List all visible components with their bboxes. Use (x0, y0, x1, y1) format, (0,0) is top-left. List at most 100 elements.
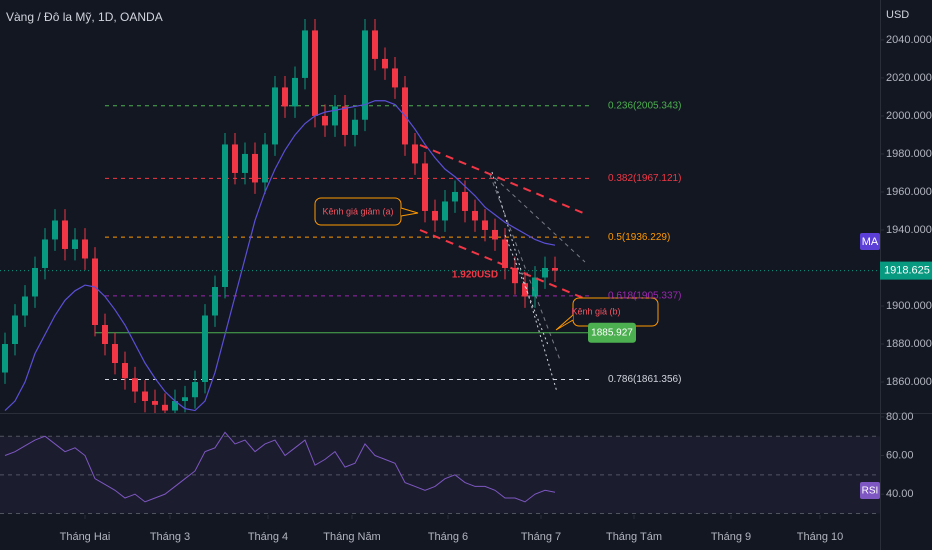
candle-body (222, 144, 228, 287)
candle-body (432, 210, 438, 221)
candle-body (412, 144, 418, 164)
last-price-badge (880, 261, 932, 280)
x-tick-label: Tháng Tám (606, 531, 662, 543)
ma-badge (860, 233, 880, 250)
fib-label: 0.236(2005.343) (608, 100, 681, 111)
candle-body (22, 296, 28, 316)
candle-body (492, 229, 498, 240)
x-tick-label: Tháng 3 (150, 531, 190, 543)
candle-body (452, 191, 458, 202)
x-tick-label: Tháng Năm (323, 531, 380, 543)
candle-body (322, 115, 328, 126)
candle-body (352, 119, 358, 135)
x-tick-label: Tháng Hai (60, 531, 111, 543)
rsi-pane (0, 431, 880, 514)
candle-body (182, 397, 188, 402)
candle-body (472, 210, 478, 221)
trend-line (491, 171, 558, 393)
rsi-badge (860, 482, 880, 499)
candle-body (72, 239, 78, 249)
candle-body (482, 220, 488, 230)
y-tick-label: 1940.000 (886, 224, 932, 236)
candle-body (372, 30, 378, 59)
candle-body (332, 106, 338, 126)
channel-line (419, 229, 589, 301)
y-tick-label: 1980.000 (886, 148, 932, 160)
candle-body (152, 401, 158, 405)
callout-pointer (400, 207, 419, 217)
callout-pointer (555, 314, 574, 331)
ma-label: MA (862, 236, 879, 248)
y-tick-label: 1880.000 (886, 338, 932, 350)
support-badge (588, 322, 636, 343)
candle-body (202, 315, 208, 383)
support-label: 1885.927 (591, 327, 633, 338)
callout-text: Kênh giá (b) (571, 306, 620, 316)
candle-body (342, 106, 348, 135)
candle-body (82, 239, 88, 259)
candle-body (42, 239, 48, 268)
last-price-label: 1918.625 (884, 265, 930, 277)
candle-body (262, 144, 268, 183)
x-tick-label: Tháng 7 (521, 531, 561, 543)
candle-body (102, 325, 108, 345)
rsi-line (4, 431, 556, 503)
candle-body (462, 191, 468, 211)
candle-body (232, 144, 238, 173)
candle-body (442, 201, 448, 221)
candle-body (392, 68, 398, 88)
x-tick-label: Tháng 10 (797, 531, 843, 543)
candle-body (192, 382, 198, 398)
candle-body (32, 267, 38, 297)
candle-body (52, 220, 58, 240)
candle-body (112, 344, 118, 364)
y-tick-label: 2020.000 (886, 72, 932, 84)
x-tick-label: Tháng 6 (428, 531, 468, 543)
y-tick-label: 1900.000 (886, 300, 932, 312)
candle-body (552, 267, 558, 271)
candle-body (422, 163, 428, 211)
rsi-tick-label: 60.00 (886, 449, 914, 461)
candle-body (502, 239, 508, 268)
price-note: 1.920USD (452, 270, 498, 281)
candle-body (162, 404, 168, 411)
candle-body (282, 87, 288, 107)
candle-body (512, 267, 518, 284)
candle-body (212, 286, 218, 316)
candle-body (62, 220, 68, 249)
candle-body (92, 258, 98, 326)
rsi-label: RSI (862, 486, 879, 497)
candle-body (382, 58, 388, 69)
channel-line (419, 144, 589, 216)
x-tick-label: Tháng 4 (248, 531, 288, 543)
rsi-tick-label: 40.00 (886, 488, 914, 500)
y-tick-label: 2000.000 (886, 110, 932, 122)
candle-body (252, 153, 258, 183)
candle-body (272, 87, 278, 145)
candle-body (522, 283, 528, 297)
currency: USD (886, 9, 909, 21)
candle-body (362, 30, 368, 120)
candle-body (122, 363, 128, 379)
candle-body (142, 391, 148, 402)
fib-label: 0.618(1905.337) (608, 290, 681, 301)
ma-line (4, 100, 556, 412)
candle-body (242, 153, 248, 173)
candle-body (2, 344, 8, 373)
fib-label: 0.382(1967.121) (608, 173, 681, 184)
candle-body (292, 77, 298, 107)
fib-label: 0.786(1861.356) (608, 374, 681, 385)
candle-body (172, 401, 178, 411)
candle-body (302, 30, 308, 78)
candle-body (532, 277, 538, 297)
main-pane (0, 19, 880, 413)
candle-body (312, 30, 318, 116)
y-tick-label: 1960.000 (886, 186, 932, 198)
callout-text: Kênh giá giảm (a) (322, 206, 393, 216)
candle-body (12, 315, 18, 345)
x-tick-label: Tháng 9 (711, 531, 751, 543)
y-tick-label: 1860.000 (886, 376, 932, 388)
rsi-tick-label: 80.00 (886, 411, 914, 423)
